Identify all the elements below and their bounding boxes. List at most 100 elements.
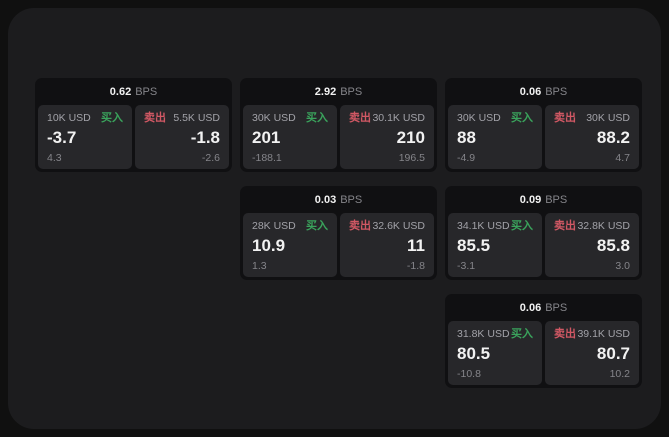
sell-notional: 5.5K USD bbox=[173, 112, 220, 124]
buy-delta: 4.3 bbox=[47, 152, 62, 164]
card-header: 0.06 BPS bbox=[445, 78, 642, 105]
card-header: 0.06 BPS bbox=[445, 294, 642, 321]
buy-tile[interactable]: 34.1K USD 买入 85.5 -3.1 bbox=[448, 213, 542, 277]
sell-tile-top: 卖出 32.8K USD bbox=[554, 220, 630, 232]
sell-tile-top: 卖出 39.1K USD bbox=[554, 328, 630, 340]
buy-notional: 30K USD bbox=[457, 112, 501, 124]
card-header: 0.03 BPS bbox=[240, 186, 437, 213]
sell-side-label: 卖出 bbox=[349, 112, 371, 124]
buy-tile-top: 30K USD 买入 bbox=[252, 112, 328, 124]
sell-tile-top: 卖出 30.1K USD bbox=[349, 112, 425, 124]
buy-side-label: 买入 bbox=[511, 328, 533, 340]
buy-price: 201 bbox=[252, 128, 281, 147]
quote-card: 0.62 BPS 10K USD 买入 -3.7 4.3 卖出 5.5K USD… bbox=[35, 78, 232, 172]
buy-price: 10.9 bbox=[252, 236, 286, 255]
card-body: 34.1K USD 买入 85.5 -3.1 卖出 32.8K USD 85.8… bbox=[445, 213, 642, 280]
buy-delta: -3.1 bbox=[457, 260, 476, 272]
bps-value: 0.06 bbox=[519, 301, 542, 314]
buy-side-label: 买入 bbox=[306, 112, 328, 124]
sell-price: 210 bbox=[396, 128, 425, 147]
card-body: 28K USD 买入 10.9 1.3 卖出 32.6K USD 11 -1.8 bbox=[240, 213, 437, 280]
buy-delta: -188.1 bbox=[252, 152, 282, 164]
sell-price: -1.8 bbox=[190, 128, 220, 147]
card-body: 31.8K USD 买入 80.5 -10.8 卖出 39.1K USD 80.… bbox=[445, 321, 642, 388]
sell-delta: 4.7 bbox=[615, 152, 630, 164]
quote-card: 0.09 BPS 34.1K USD 买入 85.5 -3.1 卖出 32.8K… bbox=[445, 186, 642, 280]
sell-side-label: 卖出 bbox=[554, 112, 576, 124]
card-body: 30K USD 买入 201 -188.1 卖出 30.1K USD 210 1… bbox=[240, 105, 437, 172]
sell-notional: 32.6K USD bbox=[372, 220, 425, 232]
buy-price: 80.5 bbox=[457, 344, 491, 363]
buy-side-label: 买入 bbox=[511, 112, 533, 124]
quote-card: 0.06 BPS 30K USD 买入 88 -4.9 卖出 30K USD 8… bbox=[445, 78, 642, 172]
sell-delta: 196.5 bbox=[398, 152, 425, 164]
bps-unit-label: BPS bbox=[545, 301, 568, 314]
buy-price: -3.7 bbox=[47, 128, 77, 147]
buy-tile-top: 28K USD 买入 bbox=[252, 220, 328, 232]
buy-delta: -10.8 bbox=[457, 368, 481, 380]
bps-value: 2.92 bbox=[314, 85, 337, 98]
buy-price: 88 bbox=[457, 128, 476, 147]
buy-delta: 1.3 bbox=[252, 260, 267, 272]
quote-card: 0.06 BPS 31.8K USD 买入 80.5 -10.8 卖出 39.1… bbox=[445, 294, 642, 388]
buy-notional: 28K USD bbox=[252, 220, 296, 232]
sell-tile[interactable]: 卖出 32.6K USD 11 -1.8 bbox=[340, 213, 434, 277]
sell-tile[interactable]: 卖出 30.1K USD 210 196.5 bbox=[340, 105, 434, 169]
buy-notional: 34.1K USD bbox=[457, 220, 510, 232]
bps-unit-label: BPS bbox=[340, 85, 363, 98]
card-header: 2.92 BPS bbox=[240, 78, 437, 105]
sell-tile[interactable]: 卖出 30K USD 88.2 4.7 bbox=[545, 105, 639, 169]
buy-notional: 31.8K USD bbox=[457, 328, 510, 340]
card-body: 10K USD 买入 -3.7 4.3 卖出 5.5K USD -1.8 -2.… bbox=[35, 105, 232, 172]
buy-tile[interactable]: 31.8K USD 买入 80.5 -10.8 bbox=[448, 321, 542, 385]
quote-card: 0.03 BPS 28K USD 买入 10.9 1.3 卖出 32.6K US… bbox=[240, 186, 437, 280]
buy-tile-top: 34.1K USD 买入 bbox=[457, 220, 533, 232]
sell-delta: 3.0 bbox=[615, 260, 630, 272]
buy-side-label: 买入 bbox=[511, 220, 533, 232]
buy-side-label: 买入 bbox=[101, 112, 123, 124]
buy-notional: 10K USD bbox=[47, 112, 91, 124]
buy-tile-top: 31.8K USD 买入 bbox=[457, 328, 533, 340]
buy-tile[interactable]: 10K USD 买入 -3.7 4.3 bbox=[38, 105, 132, 169]
buy-notional: 30K USD bbox=[252, 112, 296, 124]
buy-delta: -4.9 bbox=[457, 152, 476, 164]
card-body: 30K USD 买入 88 -4.9 卖出 30K USD 88.2 4.7 bbox=[445, 105, 642, 172]
sell-tile[interactable]: 卖出 5.5K USD -1.8 -2.6 bbox=[135, 105, 229, 169]
quote-card: 2.92 BPS 30K USD 买入 201 -188.1 卖出 30.1K … bbox=[240, 78, 437, 172]
bps-value: 0.03 bbox=[314, 193, 337, 206]
sell-tile[interactable]: 卖出 32.8K USD 85.8 3.0 bbox=[545, 213, 639, 277]
bps-unit-label: BPS bbox=[340, 193, 363, 206]
bps-value: 0.09 bbox=[519, 193, 542, 206]
sell-tile-top: 卖出 5.5K USD bbox=[144, 112, 220, 124]
bps-value: 0.62 bbox=[109, 85, 132, 98]
buy-tile[interactable]: 30K USD 买入 88 -4.9 bbox=[448, 105, 542, 169]
buy-tile-top: 10K USD 买入 bbox=[47, 112, 123, 124]
sell-side-label: 卖出 bbox=[144, 112, 166, 124]
sell-tile-top: 卖出 32.6K USD bbox=[349, 220, 425, 232]
card-header: 0.62 BPS bbox=[35, 78, 232, 105]
buy-side-label: 买入 bbox=[306, 220, 328, 232]
sell-delta: -1.8 bbox=[406, 260, 425, 272]
sell-notional: 30.1K USD bbox=[372, 112, 425, 124]
card-header: 0.09 BPS bbox=[445, 186, 642, 213]
bps-unit-label: BPS bbox=[545, 193, 568, 206]
sell-price: 11 bbox=[407, 236, 425, 255]
sell-notional: 39.1K USD bbox=[577, 328, 630, 340]
sell-price: 80.7 bbox=[596, 344, 630, 363]
bps-value: 0.06 bbox=[519, 85, 542, 98]
sell-notional: 32.8K USD bbox=[577, 220, 630, 232]
buy-tile[interactable]: 30K USD 买入 201 -188.1 bbox=[243, 105, 337, 169]
sell-price: 85.8 bbox=[596, 236, 630, 255]
sell-side-label: 卖出 bbox=[554, 220, 576, 232]
bps-unit-label: BPS bbox=[135, 85, 158, 98]
sell-tile-top: 卖出 30K USD bbox=[554, 112, 630, 124]
sell-tile[interactable]: 卖出 39.1K USD 80.7 10.2 bbox=[545, 321, 639, 385]
sell-side-label: 卖出 bbox=[554, 328, 576, 340]
sell-side-label: 卖出 bbox=[349, 220, 371, 232]
buy-tile[interactable]: 28K USD 买入 10.9 1.3 bbox=[243, 213, 337, 277]
sell-notional: 30K USD bbox=[586, 112, 630, 124]
sell-delta: -2.6 bbox=[201, 152, 220, 164]
sell-delta: 10.2 bbox=[609, 368, 630, 380]
main-panel: 0.62 BPS 10K USD 买入 -3.7 4.3 卖出 5.5K USD… bbox=[8, 8, 661, 429]
buy-tile-top: 30K USD 买入 bbox=[457, 112, 533, 124]
